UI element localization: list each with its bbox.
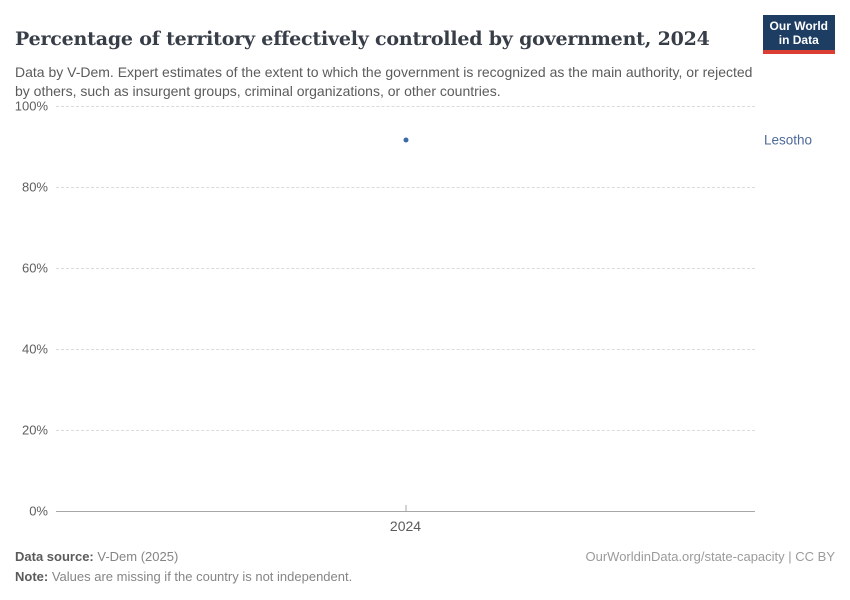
footer-note-label: Note:	[15, 569, 49, 584]
owid-logo: Our World in Data	[762, 15, 835, 54]
x-axis-line	[56, 511, 755, 512]
x-axis-tick	[405, 505, 406, 511]
y-axis-tick-label: 20%	[21, 422, 48, 438]
footer-data-source-value: V-Dem (2025)	[93, 549, 179, 564]
gridline	[56, 268, 755, 269]
owid-logo-line2: in Data	[778, 33, 819, 47]
y-axis-tick-label: 100%	[14, 98, 48, 114]
y-axis-tick-label: 40%	[21, 341, 48, 357]
gridline	[56, 430, 755, 431]
entity-label[interactable]: Lesotho	[764, 132, 813, 148]
chart-subtitle: Data by V-Dem. Expert estimates of the e…	[15, 64, 753, 99]
gridline	[56, 106, 755, 107]
y-axis-tick-label: 80%	[21, 179, 48, 195]
gridline	[56, 187, 755, 188]
plot-area: 0% 20% 40% 60% 80% 100% 2024 Lesotho	[15, 99, 812, 535]
footer-data-source: Data source: V-Dem (2025)	[15, 549, 178, 564]
y-axis-tick-label: 0%	[29, 503, 48, 519]
data-point[interactable]	[403, 137, 408, 143]
footer-license-link[interactable]: OurWorldinData.org/state-capacity | CC B…	[585, 549, 835, 564]
footer-note-value: Values are missing if the country is not…	[48, 569, 353, 584]
footer-note: Note: Values are missing if the country …	[15, 569, 352, 584]
y-axis-tick-label: 60%	[21, 260, 48, 276]
gridline	[56, 349, 755, 350]
owid-logo-line1: Our World	[769, 19, 828, 33]
x-axis-tick-label: 2024	[389, 518, 422, 534]
chart-title: Percentage of territory effectively cont…	[15, 27, 710, 50]
footer-data-source-label: Data source:	[15, 549, 94, 564]
